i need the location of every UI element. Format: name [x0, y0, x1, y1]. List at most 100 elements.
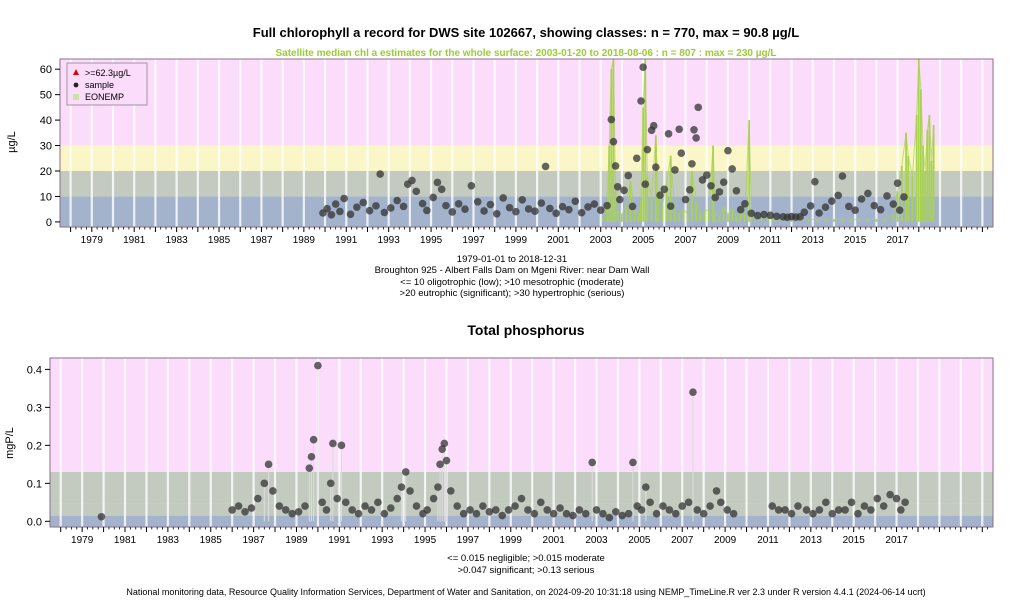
- tp-sample-point: [768, 502, 777, 510]
- chl-xtick-label: 2009: [717, 235, 740, 246]
- legend-triangle-icon: [73, 69, 79, 75]
- chl-sample-point: [652, 163, 660, 171]
- tp-sample-point: [260, 479, 269, 488]
- tp-sample-point: [549, 509, 558, 518]
- tp-sample-point: [275, 502, 284, 510]
- chl-band-2: [60, 145, 993, 171]
- tp-sample-point: [618, 511, 627, 520]
- tp-ytick-label: 0.1: [27, 478, 42, 490]
- chl-sample-point: [857, 195, 866, 203]
- tp-ytick-label: 0.2: [27, 440, 42, 452]
- chl-sample-point: [838, 172, 847, 180]
- chl-class-bands: [60, 59, 993, 227]
- chl-note-range: 1979-01-01 to 2018-12-31: [457, 254, 567, 265]
- footer-credit: National monitoring data, Resource Quali…: [126, 587, 925, 597]
- chl-sample-point: [537, 199, 546, 207]
- tp-sample-point: [386, 504, 395, 512]
- chl-sample-point: [467, 181, 476, 190]
- tp-sample-point: [517, 494, 526, 503]
- tp-sample-point: [781, 506, 789, 514]
- tp-sample-point: [294, 508, 303, 516]
- tp-sample-point: [642, 483, 650, 491]
- chl-sample-point: [649, 121, 658, 130]
- tp-sample-point: [453, 502, 462, 510]
- tp-sample-point: [901, 498, 909, 507]
- chl-sample-point: [724, 146, 732, 155]
- tp-note-class-1: <= 0.015 negligible; >0.015 moderate: [447, 553, 605, 564]
- chl-sample-point: [889, 200, 898, 208]
- tp-sample-point: [581, 509, 590, 518]
- chl-xtick-label: 1985: [208, 235, 231, 246]
- chl-sample-point: [571, 197, 580, 206]
- tp-x-axis: 1979 1981 1983 1985 1987 1989 1991 1993 1995 1997…: [60, 527, 989, 546]
- tp-year-gridlines: [59, 358, 984, 527]
- chl-xtick-label: 1979: [81, 235, 104, 246]
- chl-sample-point: [552, 209, 560, 218]
- tp-sample-point: [860, 502, 869, 510]
- tp-sample-point: [867, 506, 875, 514]
- chl-sample-point: [372, 202, 380, 210]
- legend-label-sample: sample: [85, 80, 114, 90]
- legend-dot-icon: [73, 82, 79, 88]
- tp-sample-point: [254, 494, 262, 503]
- tp-sample-point: [684, 498, 693, 507]
- tp-sample-point: [873, 494, 882, 503]
- chl-sample-point: [323, 204, 331, 213]
- tp-sample-point: [847, 498, 856, 507]
- tp-sample-point: [854, 509, 862, 518]
- tp-xtick-label: 1983: [157, 535, 180, 546]
- tp-xtick-label: 2017: [885, 535, 908, 546]
- tp-xtick-label: 2003: [585, 535, 608, 546]
- tp-sample-point: [406, 487, 414, 495]
- chl-sample-point: [433, 178, 442, 187]
- chl-sample-point: [845, 202, 853, 211]
- chl-sample-point: [806, 202, 815, 210]
- chl-xtick-label: 2003: [590, 235, 613, 246]
- tp-chart-title: Total phosphorus: [467, 322, 584, 338]
- tp-xtick-label: 2011: [757, 535, 779, 546]
- tp-sample-point: [234, 502, 243, 510]
- chl-xtick-label: 1981: [123, 235, 146, 246]
- chl-ytick-label: 10: [40, 191, 52, 203]
- chl-sample-point: [766, 211, 775, 220]
- chl-sample-point: [753, 211, 762, 220]
- tp-sample-point: [774, 506, 783, 514]
- tp-sample-point: [693, 506, 702, 514]
- tp-xtick-label: 1985: [200, 535, 223, 546]
- tp-y-axis-label: mgP/L: [4, 427, 16, 459]
- tp-sample-point: [309, 435, 318, 444]
- chl-xtick-label: 1991: [335, 235, 358, 246]
- tp-sample-point: [301, 502, 309, 510]
- chl-sample-point: [499, 194, 507, 202]
- tp-sample-point: [717, 498, 725, 507]
- chl-sample-point: [694, 103, 703, 112]
- chl-sample-point: [707, 181, 715, 190]
- chl-sample-point: [609, 137, 618, 146]
- chl-sample-point: [692, 134, 700, 142]
- chl-sample-point: [461, 205, 469, 213]
- tp-xtick-label: 1995: [414, 535, 437, 546]
- legend-label-exceed: >=62.3µg/L: [85, 68, 131, 78]
- chl-sample-point: [353, 203, 361, 211]
- tp-sample-point: [380, 509, 389, 518]
- tp-sample-point: [892, 494, 901, 503]
- chl-sample-point: [611, 162, 620, 170]
- chl-sample-point: [486, 200, 495, 209]
- chl-band-3: [60, 59, 993, 146]
- tp-sample-point: [665, 506, 674, 514]
- chl-sample-point: [760, 210, 768, 219]
- tp-xtick-label: 1979: [71, 535, 94, 546]
- tp-sample-point: [307, 452, 316, 461]
- tp-sample-point: [393, 494, 401, 503]
- chl-sample-point: [493, 209, 501, 218]
- tp-sample-point: [498, 511, 507, 520]
- chl-xtick-label: 1983: [166, 235, 189, 246]
- tp-sample-point: [281, 506, 290, 514]
- chl-sample-point: [685, 186, 694, 194]
- tp-sample-point: [794, 502, 802, 510]
- chl-sample-point: [584, 203, 592, 211]
- chl-sample-point: [628, 202, 637, 211]
- tp-sample-point: [524, 506, 532, 514]
- chl-satellite-line: [602, 58, 935, 220]
- tp-xtick-label: 2015: [843, 535, 866, 546]
